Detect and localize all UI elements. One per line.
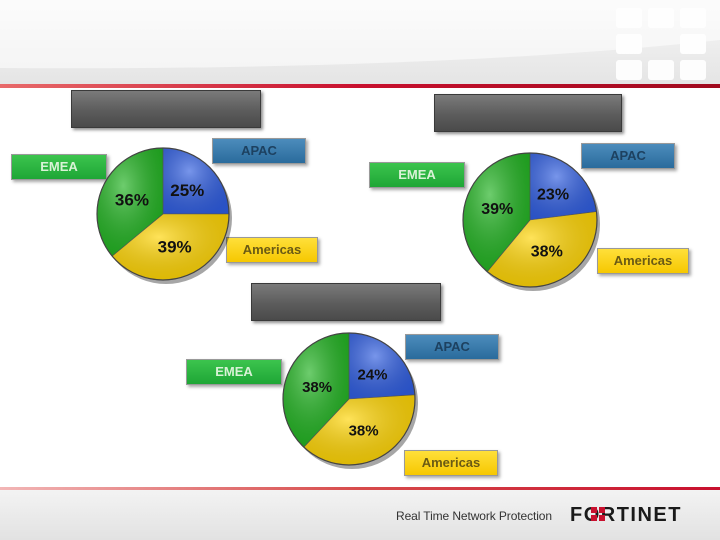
footer-tagline: Real Time Network Protection	[396, 509, 552, 523]
pie-slice-shade-apac	[530, 153, 597, 220]
svg-text:FORTINET: FORTINET	[570, 504, 682, 526]
pie-slice-shade-americas	[487, 211, 597, 287]
pie-label-americas: 38%	[531, 243, 563, 260]
pie-outline	[96, 147, 230, 281]
pie-label-apac: 23%	[537, 187, 569, 204]
chart-2-legend-americas: Americas	[597, 248, 689, 274]
pie-slice-shade-emea	[462, 153, 530, 272]
chart-3-legend-apac: APAC	[405, 334, 499, 360]
pie-outline	[462, 152, 598, 288]
chart-2-legend-apac: APAC	[581, 143, 675, 169]
chart-1-legend-apac: APAC	[212, 138, 306, 164]
pie-slice-shade-apac	[349, 333, 415, 399]
chart-1-legend-americas: Americas	[226, 237, 318, 263]
grid-logo-graphic	[616, 8, 706, 80]
pie-slice-shade-emea	[97, 148, 163, 257]
chart-2-legend-emea: EMEA	[369, 162, 465, 188]
pie-label-apac: 25%	[170, 181, 204, 200]
pie-label-apac: 24%	[357, 366, 387, 383]
chart-3-legend-americas: Americas	[404, 450, 498, 476]
footer-accent-rule	[0, 487, 720, 490]
pie-outline	[282, 332, 416, 466]
fortinet-logo: FORTINET	[570, 504, 682, 526]
header-accent-rule	[0, 84, 720, 88]
pie-slice-shade-emea	[282, 333, 349, 448]
chart-1-title-bar	[71, 90, 261, 128]
pie-slice-shade-apac	[163, 148, 229, 214]
chart-3-legend-emea: EMEA	[186, 359, 282, 385]
pie-slice-shade-americas	[112, 214, 229, 280]
pie-slice-shade-americas	[303, 394, 415, 465]
pie-label-americas: 38%	[349, 422, 379, 439]
pie-label-emea: 39%	[481, 201, 513, 218]
slide-header	[0, 0, 720, 88]
chart-3-title-bar	[251, 283, 441, 321]
chart-2-title-bar	[434, 94, 622, 132]
pie-label-emea: 38%	[302, 379, 332, 396]
chart-1-legend-emea: EMEA	[11, 154, 107, 180]
pie-label-emea: 36%	[115, 191, 149, 210]
header-swoosh-graphic	[0, 0, 720, 80]
pie-label-americas: 39%	[158, 237, 192, 256]
